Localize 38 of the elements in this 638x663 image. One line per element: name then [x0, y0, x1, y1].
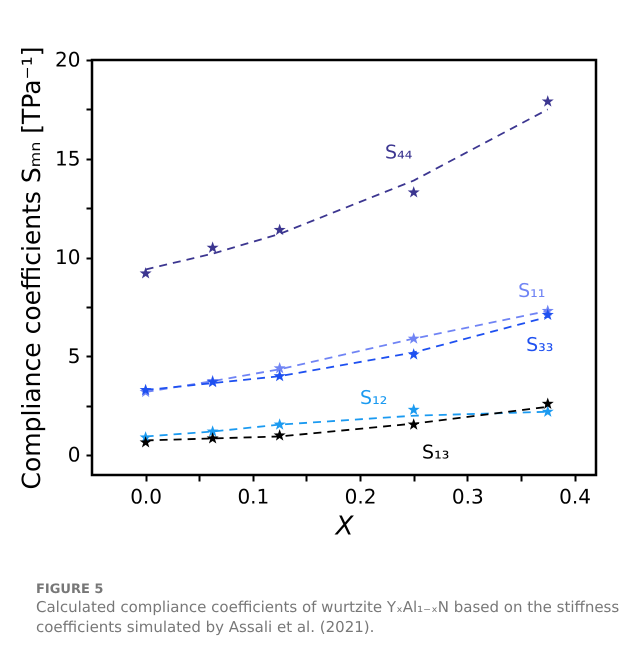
x-tick-label: 0.1	[237, 484, 270, 508]
series-label: S₃₃	[526, 334, 554, 356]
point	[542, 95, 554, 107]
x-tick-label: 0.4	[559, 484, 591, 508]
point	[274, 370, 286, 382]
y-tick-label: 5	[68, 344, 80, 368]
point	[206, 241, 219, 253]
y-tick-label: 20	[55, 48, 80, 72]
series-label: S₄₄	[385, 141, 413, 164]
y-tick-label: 15	[55, 146, 80, 170]
y-axis-title: Compliance coefficients Sₘₙ [TPa⁻¹]	[17, 46, 46, 490]
point	[408, 418, 420, 430]
point	[274, 429, 286, 441]
point	[140, 436, 152, 448]
point	[408, 403, 420, 415]
y-tick-label: 10	[55, 245, 80, 270]
caption: FIGURE 5	[36, 582, 104, 597]
point	[542, 308, 554, 320]
point	[408, 348, 420, 360]
point	[274, 418, 286, 430]
point	[542, 405, 554, 417]
point	[206, 425, 219, 437]
y-tick-label: 0	[68, 442, 80, 467]
point	[140, 267, 152, 279]
series-label: S₁₁	[518, 280, 546, 302]
series-label: S₁₂	[360, 386, 388, 409]
point	[274, 362, 286, 374]
point	[274, 224, 286, 236]
text: Calculated compliance coefficients of wurtzite YₓAl₁₋ₓN based on the stiffness coefficients simulated by Assali et al. (2021).	[36, 597, 620, 637]
point	[206, 432, 219, 444]
point	[542, 398, 554, 409]
x-tick-label: 0.2	[344, 484, 376, 508]
point	[408, 186, 420, 198]
x-tick-label: 0.0	[130, 484, 162, 508]
series-label: S₁₃	[422, 442, 450, 464]
x-axis-title: X	[334, 512, 355, 542]
point	[408, 332, 420, 344]
x-tick-label: 0.3	[452, 484, 484, 508]
